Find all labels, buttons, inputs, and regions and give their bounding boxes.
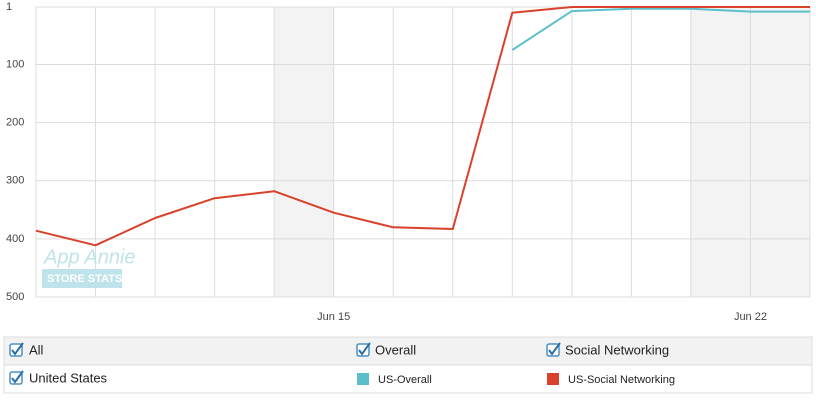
checkbox[interactable] [356,342,371,357]
checkbox[interactable] [546,342,561,357]
watermark-text: STORE STATS [47,273,122,285]
y-tick-label: 500 [6,291,24,303]
watermark-text: App Annie [43,246,136,268]
filter-label: Social Networking [565,342,669,357]
checkbox-tick [548,342,561,356]
series-line [35,6,810,247]
checkbox[interactable] [9,342,24,357]
filter-row [3,364,813,394]
watermark-badge [42,269,122,288]
y-tick-label: 100 [6,58,24,70]
filter-label: Overall [375,342,416,357]
y-tick-label: 1 [6,1,12,13]
x-tick-label: Jun 22 [734,311,767,323]
legend-label: US-Overall [378,374,432,386]
checkbox-tick [358,342,371,356]
checkbox[interactable] [9,370,24,385]
watermark: App Annie STORE STATS [42,246,136,288]
y-tick-label: 300 [6,175,24,187]
y-tick-label: 200 [6,117,24,129]
legend-swatch [547,373,559,385]
filter-label: All [29,342,44,357]
x-tick-label: Jun 15 [317,311,350,323]
weekend-band [274,7,334,297]
checkbox-tick [11,370,24,384]
filter-label: United States [29,370,108,385]
checkbox-tick [11,342,24,356]
legend-label: US-Social Networking [568,374,675,386]
series-line [511,7,810,51]
legend-swatch [357,373,369,385]
y-tick-label: 400 [6,233,24,245]
